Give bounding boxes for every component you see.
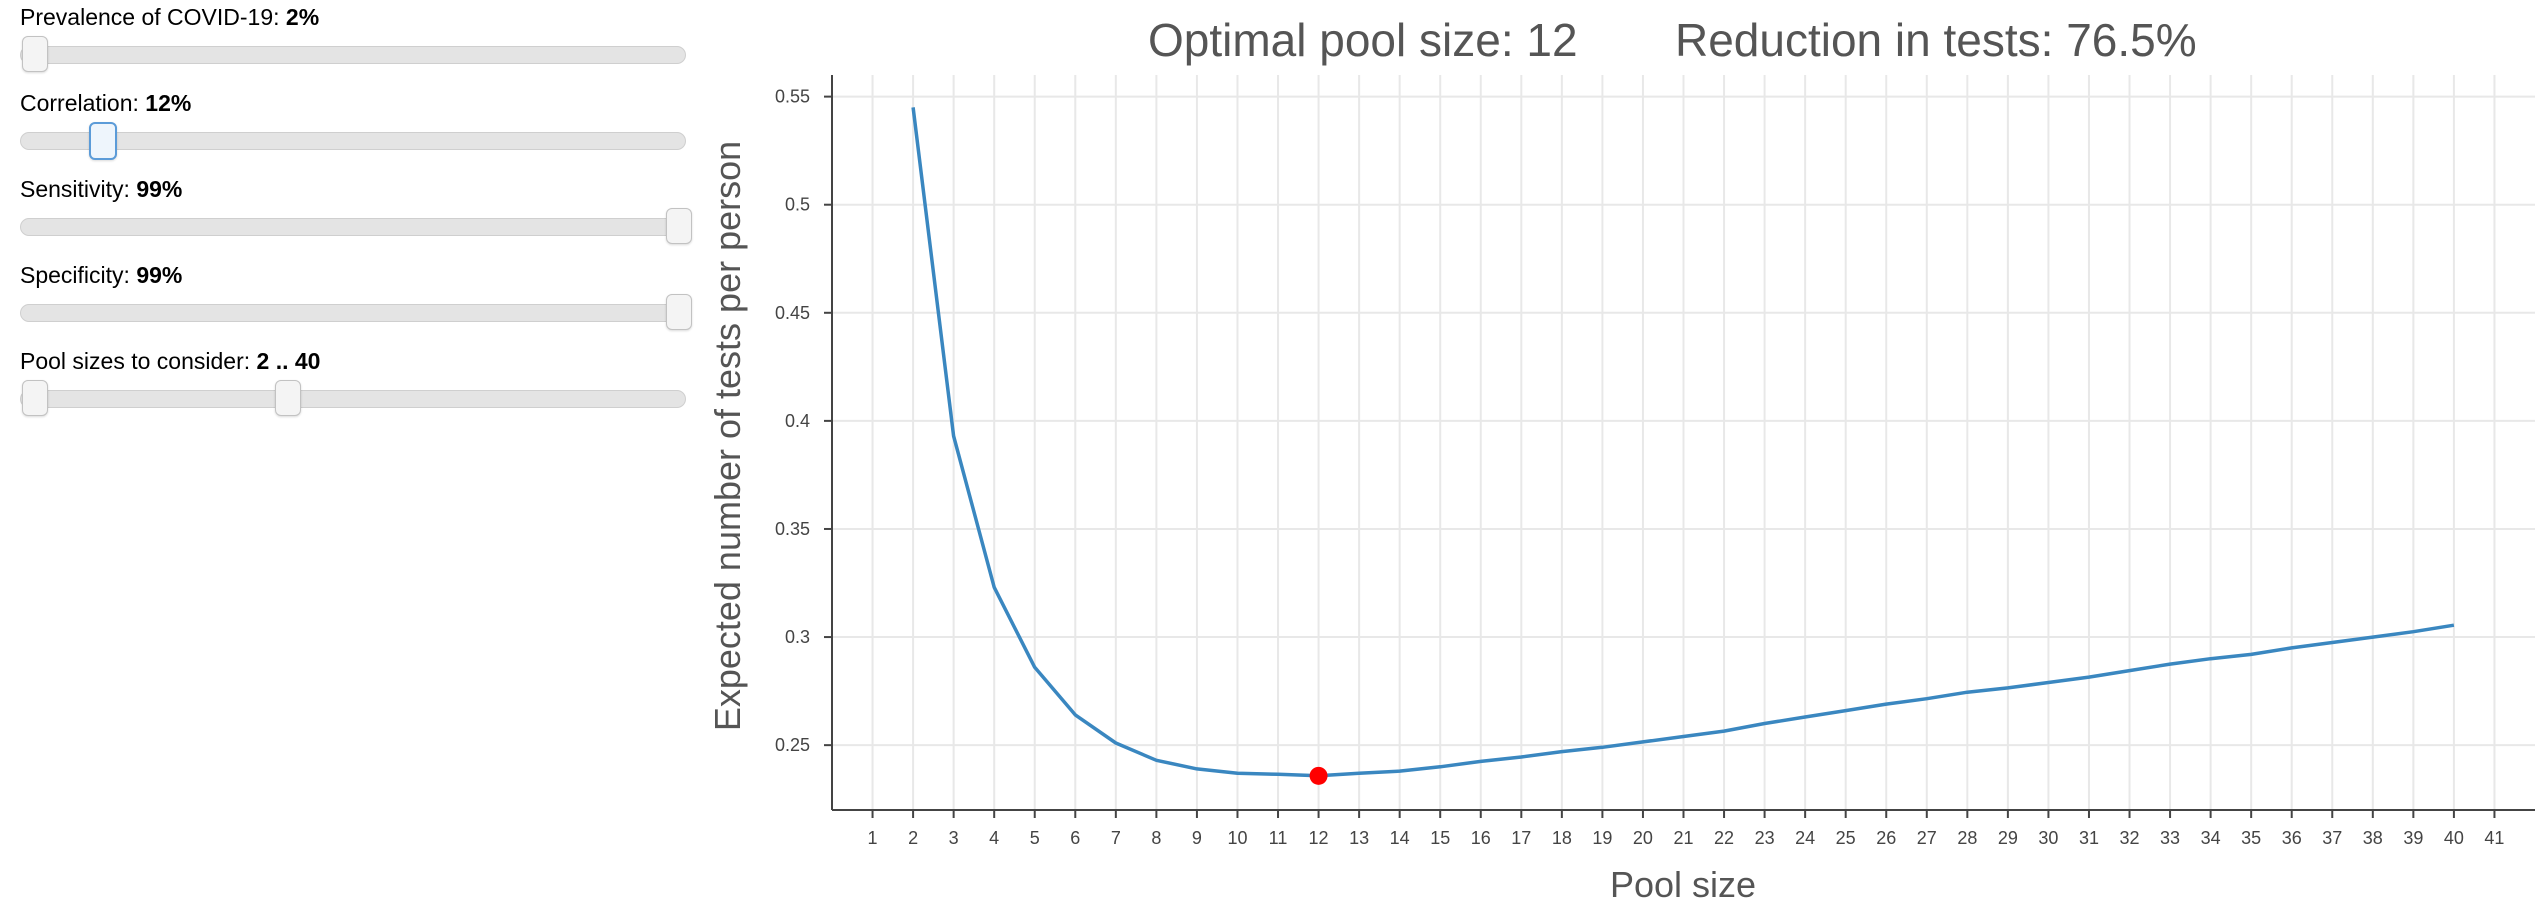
pool-sizes-max-handle[interactable] — [274, 380, 301, 416]
correlation-control: Correlation: 12% — [20, 90, 686, 160]
sensitivity-label: Sensitivity: 99% — [20, 176, 183, 202]
x-tick-label: 17 — [1511, 828, 1531, 848]
x-tick-label: 28 — [1957, 828, 1977, 848]
y-tick-label: 0.4 — [785, 411, 810, 431]
x-tick-label: 24 — [1795, 828, 1815, 848]
y-tick-label: 0.3 — [785, 627, 810, 647]
specificity-label: Specificity: 99% — [20, 262, 183, 288]
specificity-slider-handle[interactable] — [666, 294, 693, 330]
pool-sizes-range-slider[interactable] — [20, 380, 686, 416]
prevalence-slider[interactable] — [20, 36, 686, 72]
x-tick-label: 11 — [1269, 828, 1288, 848]
x-tick-label: 14 — [1390, 828, 1410, 848]
optimal-point-marker — [1309, 766, 1328, 785]
y-tick-label: 0.55 — [775, 87, 810, 107]
y-tick-label: 0.5 — [785, 195, 810, 215]
optimal-pool-size-title: Optimal pool size: 12 — [1148, 14, 1578, 66]
x-tick-label: 41 — [2484, 828, 2504, 848]
x-tick-label: 23 — [1755, 828, 1775, 848]
reduction-in-tests-title: Reduction in tests: 76.5% — [1675, 14, 2197, 66]
y-tick-label: 0.25 — [775, 735, 810, 755]
pool-sizes-value: 2 .. 40 — [256, 348, 321, 374]
series — [911, 107, 2455, 785]
x-tick-label: 39 — [2403, 828, 2423, 848]
x-tick-label: 20 — [1633, 828, 1653, 848]
prevalence-control: Prevalence of COVID-19: 2% — [20, 4, 686, 74]
x-tick-label: 22 — [1714, 828, 1734, 848]
x-tick-label: 5 — [1030, 828, 1040, 848]
x-tick-label: 31 — [2079, 828, 2099, 848]
x-tick-label: 12 — [1309, 828, 1329, 848]
x-tick-label: 29 — [1998, 828, 2018, 848]
x-tick-label: 35 — [2241, 828, 2261, 848]
specificity-value: 99% — [136, 262, 183, 288]
x-tick-label: 33 — [2160, 828, 2180, 848]
grid — [832, 75, 2535, 810]
x-tick-label: 7 — [1111, 828, 1121, 848]
pool-sizes-min-handle[interactable] — [22, 380, 49, 416]
x-tick-label: 16 — [1471, 828, 1491, 848]
x-axis-title: Pool size — [1610, 864, 1756, 905]
x-tick-label: 13 — [1349, 828, 1369, 848]
x-tick-label: 25 — [1836, 828, 1856, 848]
expected-tests-line — [911, 107, 2455, 778]
x-tick-label: 27 — [1917, 828, 1937, 848]
x-tick-label: 18 — [1552, 828, 1572, 848]
y-tick-label: 0.45 — [775, 303, 810, 323]
correlation-value: 12% — [145, 90, 192, 116]
axes: 1 2 3 4 5 6 7 8 9 10 11 12 13 14 15 16 17 18 19 20 21 22 23 24 2… — [775, 75, 2535, 848]
x-tick-label: 37 — [2322, 828, 2342, 848]
x-tick-label: 40 — [2444, 828, 2464, 848]
sensitivity-value: 99% — [136, 176, 183, 202]
x-tick-label: 21 — [1673, 828, 1693, 848]
x-tick-label: 10 — [1227, 828, 1247, 848]
sensitivity-control: Sensitivity: 99% — [20, 176, 693, 246]
x-tick-label: 2 — [908, 828, 918, 848]
y-tick-label: 0.35 — [775, 519, 810, 539]
y-axis-title: Expected number of tests per person — [707, 141, 748, 731]
prevalence-label: Prevalence of COVID-19: 2% — [20, 4, 320, 30]
correlation-slider-handle[interactable] — [88, 122, 117, 160]
x-tick-label: 4 — [989, 828, 999, 848]
x-tick-label: 8 — [1151, 828, 1161, 848]
x-tick-label: 15 — [1430, 828, 1450, 848]
x-tick-label: 3 — [949, 828, 959, 848]
pool-sizes-control: Pool sizes to consider: 2 .. 40 — [20, 348, 686, 418]
x-tick-label: 9 — [1192, 828, 1202, 848]
specificity-slider[interactable] — [20, 294, 693, 330]
x-tick-label: 19 — [1592, 828, 1612, 848]
x-tick-label: 26 — [1876, 828, 1896, 848]
x-tick-label: 34 — [2201, 828, 2221, 848]
sensitivity-slider[interactable] — [20, 208, 693, 244]
sensitivity-slider-handle[interactable] — [666, 208, 693, 244]
specificity-control: Specificity: 99% — [20, 262, 693, 332]
x-tick-label: 32 — [2120, 828, 2140, 848]
prevalence-slider-handle[interactable] — [22, 36, 49, 72]
prevalence-value: 2% — [285, 4, 320, 30]
pool-sizes-label: Pool sizes to consider: 2 .. 40 — [20, 348, 321, 374]
correlation-slider[interactable] — [20, 122, 686, 160]
x-tick-label: 1 — [868, 828, 878, 848]
correlation-label: Correlation: 12% — [20, 90, 192, 116]
x-tick-label: 36 — [2282, 828, 2302, 848]
x-tick-label: 38 — [2363, 828, 2383, 848]
x-tick-label: 30 — [2038, 828, 2058, 848]
x-tick-label: 6 — [1070, 828, 1080, 848]
